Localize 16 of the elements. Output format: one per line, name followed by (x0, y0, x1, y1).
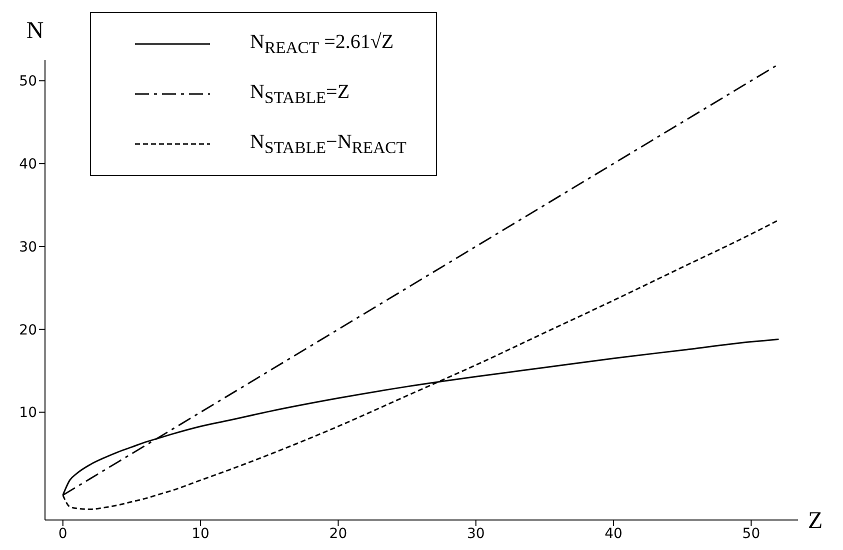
y-tick-label: 20 (19, 322, 37, 338)
legend-label: N$_{STABLE}$−N$_{REACT}$ (250, 130, 406, 158)
y-tick-label: 30 (19, 239, 37, 256)
x-tick-label: 10 (192, 526, 210, 542)
x-axis-title: Z (808, 508, 823, 534)
legend-label: N$_{REACT}$ =2.61√Z (250, 30, 394, 58)
x-tick-label: 30 (466, 526, 485, 542)
y-tick-label: 50 (19, 74, 37, 90)
y-axis-title: N (26, 18, 44, 44)
x-tick-label: 0 (58, 526, 68, 542)
x-tick-label: 50 (742, 526, 760, 542)
legend-label: N$_{STABLE}$=Z (250, 80, 350, 108)
y-tick-label: 40 (19, 156, 37, 173)
x-tick-label: 20 (329, 526, 348, 542)
x-tick-label: 40 (604, 526, 622, 542)
y-tick-label: 10 (19, 405, 37, 422)
